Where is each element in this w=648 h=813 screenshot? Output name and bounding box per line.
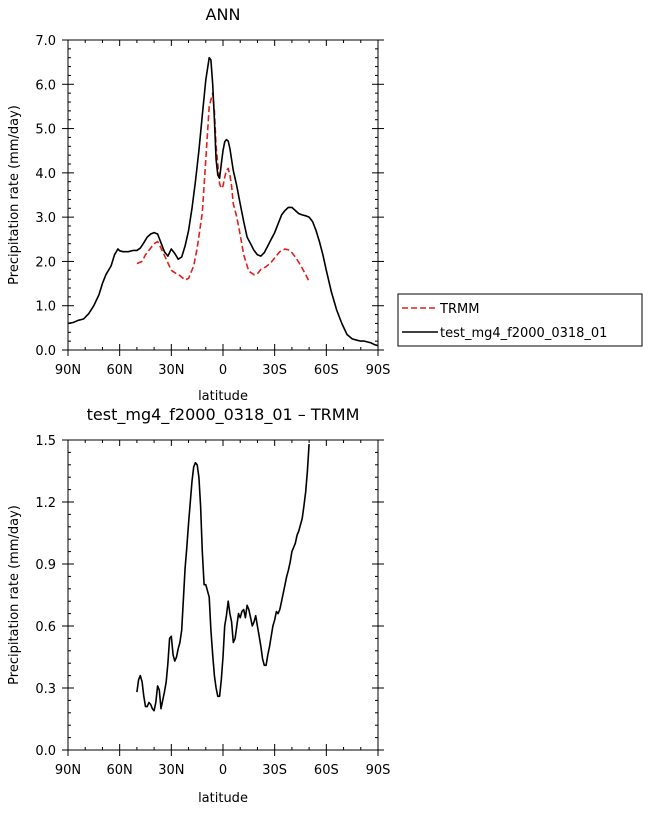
x-tick-label: 0	[219, 763, 227, 778]
x-tick-label: 30N	[158, 763, 184, 778]
y-tick-label: 0.9	[35, 558, 56, 573]
series-line-difference	[136, 444, 310, 712]
y-axis-label: Precipitation rate (mm/day)	[7, 105, 22, 285]
y-tick-label: 4.0	[35, 167, 56, 182]
bottom-chart-panel: test_mg4_f2000_0318_01 – TRMM 90N 60N 30N 0 3…	[7, 405, 390, 806]
legend-box	[397, 293, 643, 347]
plot-frame	[67, 439, 379, 751]
y-tick-label: 1.2	[35, 496, 56, 511]
x-tick-label: 60N	[107, 363, 133, 378]
x-tick-label: 90N	[55, 763, 81, 778]
x-axis-label: latitude	[198, 389, 248, 404]
x-tick-label: 30S	[262, 763, 287, 778]
top-chart-panel: ANN 90N 60N 30N 0 30S 60S 90S 0.0 1.0 2.0 3.0 4.0 5.0…	[7, 5, 390, 404]
x-tick-label: 60N	[107, 763, 133, 778]
plot-frame	[67, 39, 379, 351]
y-tick-label: 6.0	[35, 78, 56, 93]
x-tick-label: 90S	[366, 763, 391, 778]
x-tick-label: 90S	[366, 363, 391, 378]
y-tick-label: 1.0	[35, 300, 56, 315]
x-tick-label: 60S	[314, 763, 339, 778]
y-tick-label: 3.0	[35, 211, 56, 226]
y-tick-label: 7.0	[35, 34, 56, 49]
legend-label: test_mg4_f2000_0318_01	[440, 326, 607, 341]
legend-label: TRMM	[439, 302, 479, 317]
x-tick-label: 90N	[55, 363, 81, 378]
x-tick-label: 30N	[158, 363, 184, 378]
chart-title: ANN	[206, 5, 241, 24]
chart-title: test_mg4_f2000_0318_01 – TRMM	[87, 405, 360, 425]
y-tick-label: 0.3	[35, 682, 56, 697]
y-tick-label: 1.5	[35, 434, 56, 449]
series-line-test-mg4-f2000-0318-01	[67, 56, 379, 347]
y-tick-label: 2.0	[35, 255, 56, 270]
series-line-trmm	[136, 92, 310, 282]
x-tick-label: 30S	[262, 363, 287, 378]
y-tick-label: 0.0	[35, 344, 56, 359]
x-tick-label: 60S	[314, 363, 339, 378]
legend: TRMM test_mg4_f2000_0318_01	[397, 293, 643, 347]
x-axis-label: latitude	[198, 791, 248, 806]
y-tick-label: 0.6	[35, 620, 56, 635]
y-tick-label: 0.0	[35, 744, 56, 759]
y-axis-label: Precipitation rate (mm/day)	[7, 505, 22, 685]
x-tick-label: 0	[219, 363, 227, 378]
y-tick-label: 5.0	[35, 123, 56, 138]
